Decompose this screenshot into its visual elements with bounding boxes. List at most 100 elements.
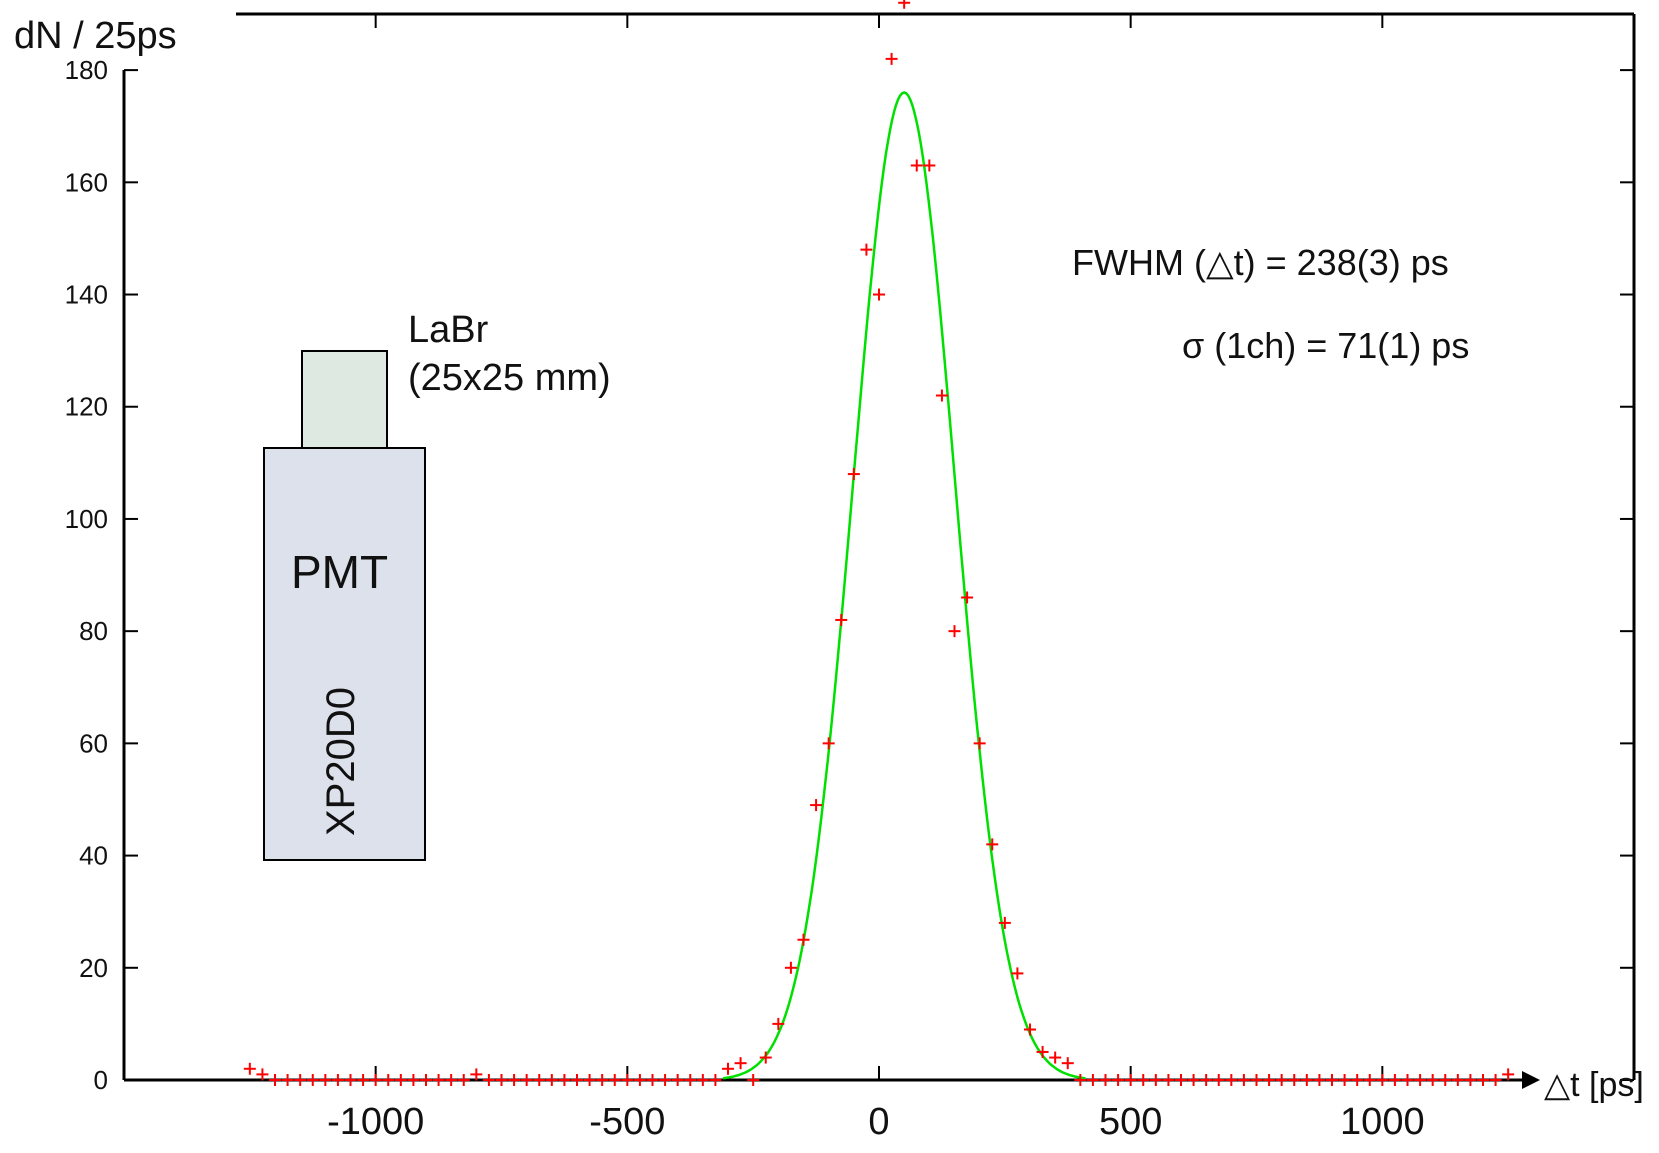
pmt-label: PMT [291, 546, 388, 598]
y-axis-label: dN / 25ps [14, 15, 177, 57]
data-point [847, 468, 860, 481]
y-tick-label: 100 [65, 504, 108, 534]
fwhm-annotation: FWHM (△t) = 238(3) ps [1072, 242, 1449, 283]
data-point [294, 1074, 307, 1086]
data-point [646, 1074, 659, 1086]
labr-crystal [301, 350, 388, 449]
data-point [709, 1074, 722, 1086]
data-point [759, 1051, 772, 1064]
gaussian-fit-line [722, 91, 1086, 1080]
data-point [873, 288, 885, 301]
data-point [1036, 1045, 1049, 1058]
y-tick-label: 80 [79, 616, 108, 646]
y-tick-label: 140 [65, 280, 108, 310]
data-point [722, 1062, 734, 1075]
data-point [457, 1074, 470, 1086]
data-point [747, 1074, 760, 1086]
data-point [520, 1074, 533, 1086]
data-point [1351, 1074, 1364, 1086]
data-point [810, 799, 823, 812]
x-tick-label: 0 [868, 1101, 889, 1143]
data-point [407, 1074, 420, 1086]
data-point [1313, 1074, 1326, 1086]
data-point [1464, 1074, 1477, 1086]
sigma-annotation: σ (1ch) = 71(1) ps [1182, 325, 1469, 366]
data-point [281, 1074, 294, 1086]
data-points [243, 0, 1515, 1086]
data-point [633, 1074, 646, 1086]
data-point [973, 737, 986, 750]
data-point [860, 243, 873, 256]
data-point [1414, 1074, 1427, 1086]
x-tick-label: 500 [1099, 1101, 1162, 1143]
data-point [269, 1074, 281, 1086]
data-point [1451, 1074, 1464, 1086]
data-point [1502, 1068, 1515, 1081]
y-tick-label: 20 [79, 953, 108, 983]
data-point [684, 1074, 697, 1086]
data-point [1401, 1074, 1414, 1086]
data-point [482, 1074, 495, 1086]
data-point [784, 961, 797, 974]
data-point [331, 1074, 344, 1086]
x-tick-label: 1000 [1340, 1101, 1425, 1143]
data-point [1124, 1074, 1137, 1086]
data-point [659, 1074, 672, 1086]
axis-ticks [124, 14, 1634, 1081]
y-tick-label: 160 [65, 167, 108, 197]
data-point [545, 1074, 558, 1086]
data-point [1326, 1074, 1338, 1086]
y-tick-label: 120 [65, 392, 108, 422]
data-point [508, 1074, 521, 1086]
y-tick-label: 0 [94, 1065, 108, 1095]
data-point [696, 1074, 709, 1086]
data-point [1074, 1074, 1087, 1086]
data-point [558, 1074, 571, 1086]
pmt-body [263, 447, 426, 861]
data-point [1137, 1074, 1150, 1086]
data-point [1225, 1074, 1238, 1086]
y-tick-label: 180 [65, 55, 108, 85]
data-point [243, 1062, 256, 1075]
data-point [671, 1074, 684, 1086]
data-point [1237, 1074, 1250, 1086]
data-point [986, 838, 999, 851]
data-point [998, 916, 1011, 929]
data-point [319, 1074, 332, 1086]
data-point [1275, 1074, 1288, 1086]
data-point [596, 1074, 609, 1086]
data-point [935, 389, 948, 402]
data-point [1439, 1074, 1452, 1086]
data-point [533, 1074, 546, 1086]
data-point [394, 1074, 407, 1086]
data-point [1149, 1074, 1162, 1086]
data-point [1477, 1074, 1489, 1086]
data-point [1187, 1074, 1200, 1086]
data-point [835, 613, 848, 626]
y-tick-label: 60 [79, 728, 108, 758]
data-point [822, 737, 835, 750]
data-point [1200, 1074, 1213, 1086]
data-point [772, 1017, 785, 1030]
data-point [571, 1074, 583, 1086]
x-tick-label: -1000 [327, 1101, 424, 1143]
data-point [1338, 1074, 1351, 1086]
y-tick-label: 40 [79, 841, 108, 871]
data-point [910, 159, 923, 172]
data-point [1162, 1074, 1175, 1086]
pmt-model-label: XP20D0 [319, 687, 363, 836]
data-point [1426, 1074, 1439, 1086]
data-point [1099, 1074, 1112, 1086]
data-point [1212, 1074, 1225, 1086]
axis-tick-labels: 0 20 40 60 80 100 120 140 160 180 -1000 -500 0 500 100… [65, 55, 1425, 1143]
x-axis-label: △t [ps] [1544, 1066, 1644, 1104]
data-point [357, 1074, 370, 1086]
data-point [1024, 1023, 1036, 1036]
x-tick-label: -500 [589, 1101, 665, 1143]
data-point [1086, 1074, 1099, 1086]
data-point [1061, 1057, 1074, 1070]
data-point [1112, 1074, 1125, 1086]
data-point [1388, 1074, 1401, 1086]
data-point [306, 1074, 319, 1086]
